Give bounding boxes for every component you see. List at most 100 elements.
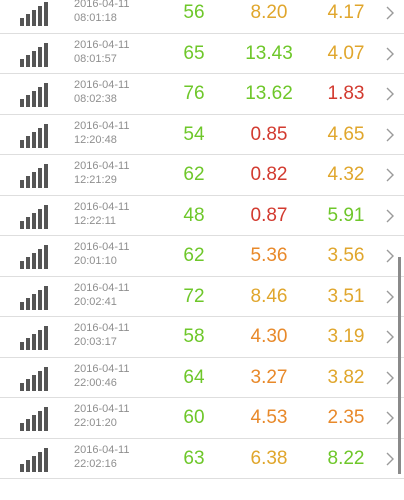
time-text: 20:01:10 [74,255,117,267]
timestamp: 2016-04-11 20:01:10 [74,240,129,268]
time-text: 22:00:46 [74,376,117,389]
value-2: 8.46 [250,285,288,307]
value-3: 3.19 [327,326,365,347]
value-1: 62 [183,245,205,266]
date-text: 2016-04-11 [74,200,130,213]
time-text: 20:02:41 [74,295,117,308]
chevron-right-icon[interactable] [384,47,396,61]
time-text: 12:20:48 [74,133,117,146]
value-2: 13.43 [245,42,293,64]
value-1: 72 [183,285,205,307]
signal-strength-icon [20,83,52,107]
signal-strength-icon [20,245,52,269]
list-item[interactable]: 2016-04-11 20:01:10 62 5.36 3.56 [0,236,404,277]
date-text: 2016-04-11 [74,443,130,456]
value-1: 62 [183,164,205,185]
timestamp: 2016-04-11 08:01:18 [74,0,129,25]
signal-strength-icon [20,285,52,310]
value-3: 3.56 [327,245,365,266]
time-text: 12:21:29 [74,174,117,186]
value-2: 8.20 [250,2,288,23]
date-text: 2016-04-11 [74,403,130,415]
value-1: 63 [183,447,205,469]
value-3: 1.83 [327,83,365,104]
list-item[interactable]: 2016-04-11 12:20:48 54 0.85 4.65 [0,115,404,155]
value-3: 3.51 [327,285,365,307]
list-item[interactable]: 2016-04-11 22:01:20 60 4.53 2.35 [0,398,404,439]
value-2: 0.82 [250,164,288,185]
date-text: 2016-04-11 [74,79,130,91]
chevron-right-icon[interactable] [384,411,396,425]
list-item[interactable]: 2016-04-11 22:00:46 64 3.27 3.82 [0,358,404,398]
signal-strength-icon [20,123,52,148]
chevron-right-icon[interactable] [384,290,396,304]
timestamp: 2016-04-11 22:01:20 [74,402,129,430]
time-text: 08:01:18 [74,12,117,24]
signal-strength-icon [20,204,52,229]
value-1: 48 [183,204,205,226]
value-3: 4.32 [327,164,365,185]
chevron-right-icon[interactable] [384,87,396,101]
results-list: 2016-04-11 08:01:18 56 8.20 4.17 2016-04-11 08… [0,0,404,479]
chevron-right-icon[interactable] [384,168,396,182]
timestamp: 2016-04-11 12:20:48 [74,119,129,147]
chevron-right-icon[interactable] [384,6,396,20]
signal-strength-icon [20,164,52,188]
value-1: 76 [183,83,205,104]
value-2: 4.30 [250,326,288,347]
list-item[interactable]: 2016-04-11 12:22:11 48 0.87 5.91 [0,196,404,236]
chevron-right-icon[interactable] [384,452,396,466]
date-text: 2016-04-11 [74,241,130,253]
date-text: 2016-04-11 [74,281,130,294]
time-text: 08:01:57 [74,52,117,65]
timestamp: 2016-04-11 22:00:46 [74,362,129,390]
chevron-right-icon[interactable] [384,209,396,223]
value-3: 4.07 [327,42,365,64]
signal-strength-icon [20,326,52,350]
time-text: 22:02:16 [74,457,117,470]
date-text: 2016-04-11 [74,38,130,51]
value-3: 5.91 [327,204,365,226]
date-text: 2016-04-11 [74,322,130,334]
timestamp: 2016-04-11 12:21:29 [74,159,129,187]
chevron-right-icon[interactable] [384,128,396,142]
list-item[interactable]: 2016-04-11 08:01:18 56 8.20 4.17 [0,0,404,34]
value-1: 58 [183,326,205,347]
value-3: 8.22 [327,447,365,469]
list-item[interactable]: 2016-04-11 08:01:57 65 13.43 4.07 [0,34,404,74]
value-3: 4.65 [327,123,365,145]
date-text: 2016-04-11 [74,362,130,375]
scrollbar[interactable] [398,257,401,474]
value-3: 4.17 [327,2,365,23]
date-text: 2016-04-11 [74,0,130,10]
list-item[interactable]: 2016-04-11 12:21:29 62 0.82 4.32 [0,155,404,196]
chevron-right-icon[interactable] [384,371,396,385]
value-1: 60 [183,407,205,428]
value-1: 64 [183,366,205,388]
signal-strength-icon [20,2,52,26]
value-2: 13.62 [245,83,293,104]
signal-strength-icon [20,366,52,391]
value-2: 0.85 [250,123,288,145]
value-2: 3.27 [250,366,288,388]
timestamp: 2016-04-11 22:02:16 [74,443,129,471]
list-item[interactable]: 2016-04-11 20:03:17 58 4.30 3.19 [0,317,404,358]
time-text: 08:02:38 [74,93,117,105]
list-item[interactable]: 2016-04-11 22:02:16 63 6.38 8.22 [0,439,404,479]
timestamp: 2016-04-11 20:03:17 [74,321,129,349]
chevron-right-icon[interactable] [384,330,396,344]
timestamp: 2016-04-11 12:22:11 [74,200,129,228]
value-1: 56 [183,2,205,23]
value-2: 5.36 [250,245,288,266]
timestamp: 2016-04-11 08:02:38 [74,78,129,106]
chevron-right-icon[interactable] [384,249,396,263]
value-1: 65 [183,42,205,64]
list-item[interactable]: 2016-04-11 08:02:38 76 13.62 1.83 [0,74,404,115]
signal-strength-icon [20,447,52,472]
timestamp: 2016-04-11 20:02:41 [74,281,129,309]
value-1: 54 [183,123,205,145]
list-item[interactable]: 2016-04-11 20:02:41 72 8.46 3.51 [0,277,404,317]
time-text: 12:22:11 [74,214,117,227]
value-2: 6.38 [250,447,288,469]
value-2: 4.53 [250,407,288,428]
